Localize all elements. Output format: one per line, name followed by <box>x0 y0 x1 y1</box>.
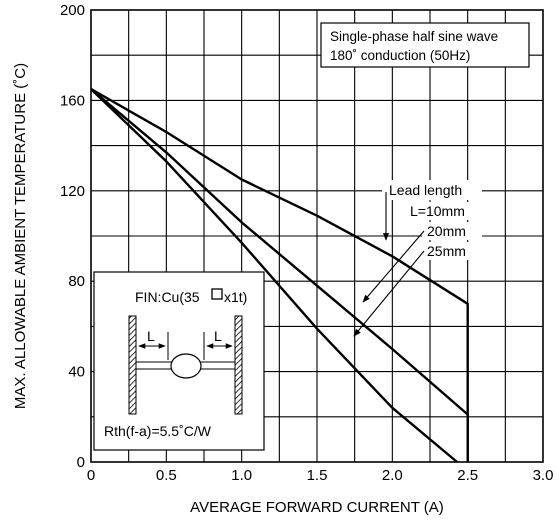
legend-leaders <box>353 192 425 337</box>
series-line-2 <box>90 88 458 463</box>
y-tick-label: 200 <box>60 2 85 19</box>
conditions-line-1: Single-phase half sine wave <box>330 29 498 44</box>
legend-label-25mm: 25mm <box>427 243 466 259</box>
plot-frame <box>90 9 544 463</box>
x-tick-label: 2.5 <box>457 467 478 484</box>
x-tick-label: 3.0 <box>533 467 554 484</box>
square-symbol <box>211 288 223 300</box>
mounting-inset: FIN:Cu(35 x1t) L L Rth(f-a)=5.5˚C/W <box>93 271 265 451</box>
right-fin <box>234 315 243 415</box>
legend-title: Lead length <box>389 182 462 198</box>
y-tick-label: 120 <box>60 183 85 200</box>
y-tick-label: 0 <box>77 454 85 471</box>
x-tick-label: 0.5 <box>156 467 177 484</box>
dimension-label-left: L <box>147 328 155 344</box>
diode-body <box>170 353 202 379</box>
rth-label: Rth(f-a)=5.5˚C/W <box>104 423 212 439</box>
series-line-1 <box>90 88 469 462</box>
legend-label-20mm: 20mm <box>427 223 466 239</box>
leader-25mm <box>353 250 425 337</box>
y-tick-label: 40 <box>68 364 85 381</box>
dimension-markers <box>138 332 233 360</box>
fin-label-suffix: x1t) <box>224 289 247 305</box>
series-line-0 <box>90 88 469 462</box>
x-axis-label: AVERAGE FORWARD CURRENT (A) <box>190 499 444 516</box>
fin-label: FIN:Cu(35 x1t) <box>135 288 247 305</box>
dimension-label-right: L <box>214 328 222 344</box>
diode-leads <box>136 361 235 370</box>
x-tick-label: 1.5 <box>307 467 328 484</box>
x-tick-label: 0 <box>87 467 95 484</box>
x-tick-label: 2.0 <box>382 467 403 484</box>
legend-label-10mm: L=10mm <box>410 203 465 219</box>
x-tick-labels: 0 0.5 1.0 1.5 2.0 2.5 3.0 <box>87 467 554 484</box>
conditions-line-2: 180˚ conduction (50Hz) <box>330 48 470 63</box>
fin-label-text: FIN:Cu(35 <box>135 289 200 305</box>
left-fin <box>128 315 137 415</box>
leader-20mm <box>362 230 425 303</box>
y-tick-label: 80 <box>68 273 85 290</box>
y-tick-labels: 0 40 80 120 160 200 <box>60 2 85 471</box>
y-axis-label: MAX. ALLOWABLE AMBIENT TEMPERATURE (˚C) <box>12 63 29 409</box>
curves <box>90 88 469 463</box>
y-tick-label: 160 <box>60 92 85 109</box>
legend-labels: Lead length L=10mm 20mm 25mm <box>382 180 482 260</box>
x-tick-label: 1.0 <box>231 467 252 484</box>
conditions-box: Single-phase half sine wave 180˚ conduct… <box>320 22 530 68</box>
